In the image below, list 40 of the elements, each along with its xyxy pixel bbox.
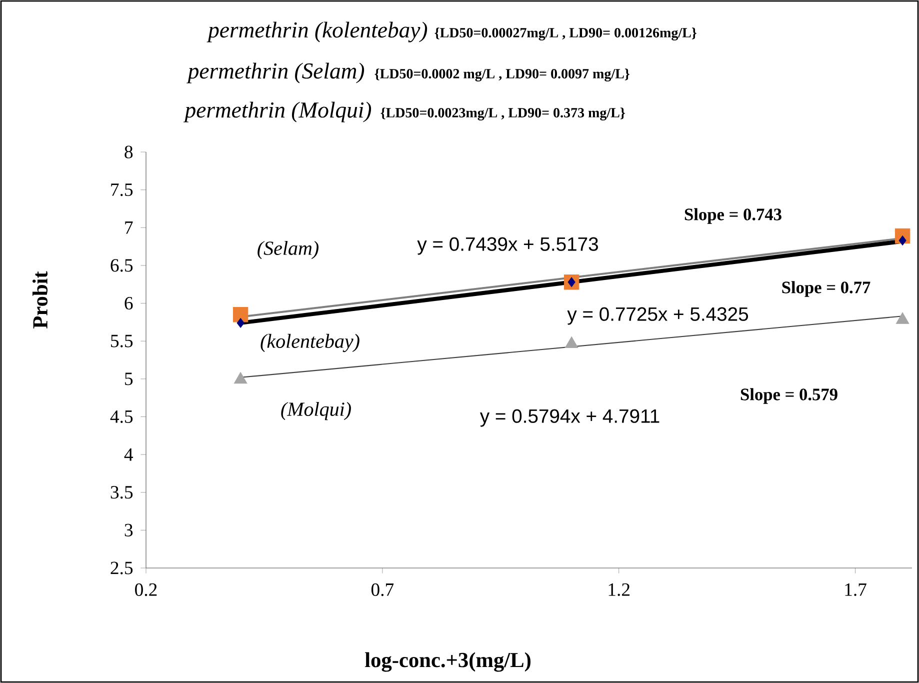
text: {LD50=0.0023mg/L , LD90= 0.373 mg/L} <box>380 108 625 120</box>
y-tick-label: 3 <box>124 524 133 536</box>
text: permethrin (Molqui) <box>183 102 372 122</box>
x-axis-title: log-conc.+3(mg/L) <box>365 652 530 672</box>
annotation: Slope = 0.579 <box>740 388 838 404</box>
x-tick-label: 0.2 <box>135 583 157 596</box>
annotation: (kolentebay) <box>260 334 360 352</box>
annotation: y = 0.7439x + 5.5173 <box>417 237 598 255</box>
y-tick-label: 8 <box>124 146 133 158</box>
annotation: y = 0.7725x + 5.4325 <box>567 307 748 325</box>
y-axis-title: Probit <box>32 271 48 328</box>
x-tick-label: 1.2 <box>608 583 630 596</box>
text: permethrin (Selam) <box>186 62 364 84</box>
y-tick-label: 7.5 <box>111 184 133 196</box>
point <box>898 236 906 246</box>
point <box>236 318 244 328</box>
y-tick-label: 4.5 <box>110 410 133 424</box>
point <box>232 307 248 322</box>
y-tick-label: 6 <box>124 297 133 310</box>
annotation: Slope = 0.743 <box>684 208 782 224</box>
annotation: Slope = 0.77 <box>782 281 870 297</box>
annotation: (Molqui) <box>281 402 351 420</box>
x-tick-label: 0.7 <box>371 583 394 596</box>
annotation: y = 0.5794x + 4.7911 <box>480 409 660 427</box>
point <box>564 336 578 348</box>
text: {LD50=0.00027mg/L , LD90= 0.00126mg/L} <box>434 28 696 40</box>
annotation: (Selam) <box>258 240 318 260</box>
text: {LD50=0.0002 mg/L , LD90= 0.0097 mg/L} <box>374 68 630 82</box>
y-tick-label: 4 <box>124 448 134 461</box>
y-tick-label: 6.5 <box>110 259 133 272</box>
point <box>896 312 910 324</box>
text: permethrin (kolentebay) <box>206 22 428 42</box>
x-tick-label: 1.7 <box>845 583 866 596</box>
point <box>568 277 576 288</box>
y-tick-label: 5.5 <box>111 334 133 348</box>
y-tick-label: 5 <box>125 372 133 386</box>
y-tick-label: 3.5 <box>110 486 133 499</box>
point <box>234 372 248 384</box>
y-tick-label: 2.5 <box>110 562 133 574</box>
y-tick-label: 7 <box>125 222 133 234</box>
